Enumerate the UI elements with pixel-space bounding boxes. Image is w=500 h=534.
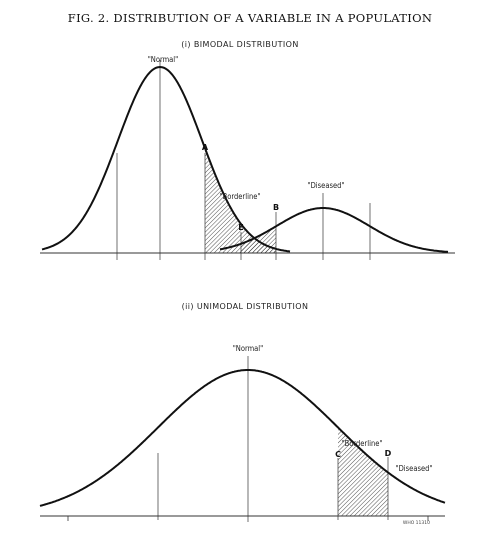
- diseased-label: "Diseased": [395, 464, 432, 473]
- bimodal-subtitle: (i) BIMODAL DISTRIBUTION: [181, 40, 298, 49]
- borderline-region-tail: [338, 427, 388, 516]
- point-a-label: A: [202, 143, 209, 152]
- point-c-label: C: [335, 450, 341, 459]
- point-b-label: B: [273, 203, 279, 212]
- reference-code: WHO 11310: [403, 520, 430, 526]
- normal-label: "Normal": [233, 344, 264, 353]
- bimodal-panel: (i) BIMODAL DISTRIBUTION "Normal" "Disea…: [40, 40, 455, 260]
- point-e-label: E: [238, 223, 243, 232]
- diseased-distribution-curve: [219, 207, 449, 253]
- borderline-label: "Borderline": [342, 439, 383, 448]
- unimodal-subtitle: (ii) UNIMODAL DISTRIBUTION: [182, 302, 309, 311]
- diseased-label: "Diseased": [307, 181, 344, 190]
- normal-label: "Normal": [148, 55, 179, 64]
- unimodal-panel: (ii) UNIMODAL DISTRIBUTION "Normal" "Bor…: [39, 302, 446, 526]
- normal-distribution-curve: [41, 66, 291, 253]
- point-d-label: D: [385, 449, 392, 458]
- unimodal-distribution-curve: [39, 369, 446, 507]
- borderline-region-normal-tail: [205, 148, 276, 253]
- borderline-label: "Borderline": [220, 192, 261, 201]
- figure-title: FIG. 2. DISTRIBUTION OF A VARIABLE IN A …: [68, 11, 432, 25]
